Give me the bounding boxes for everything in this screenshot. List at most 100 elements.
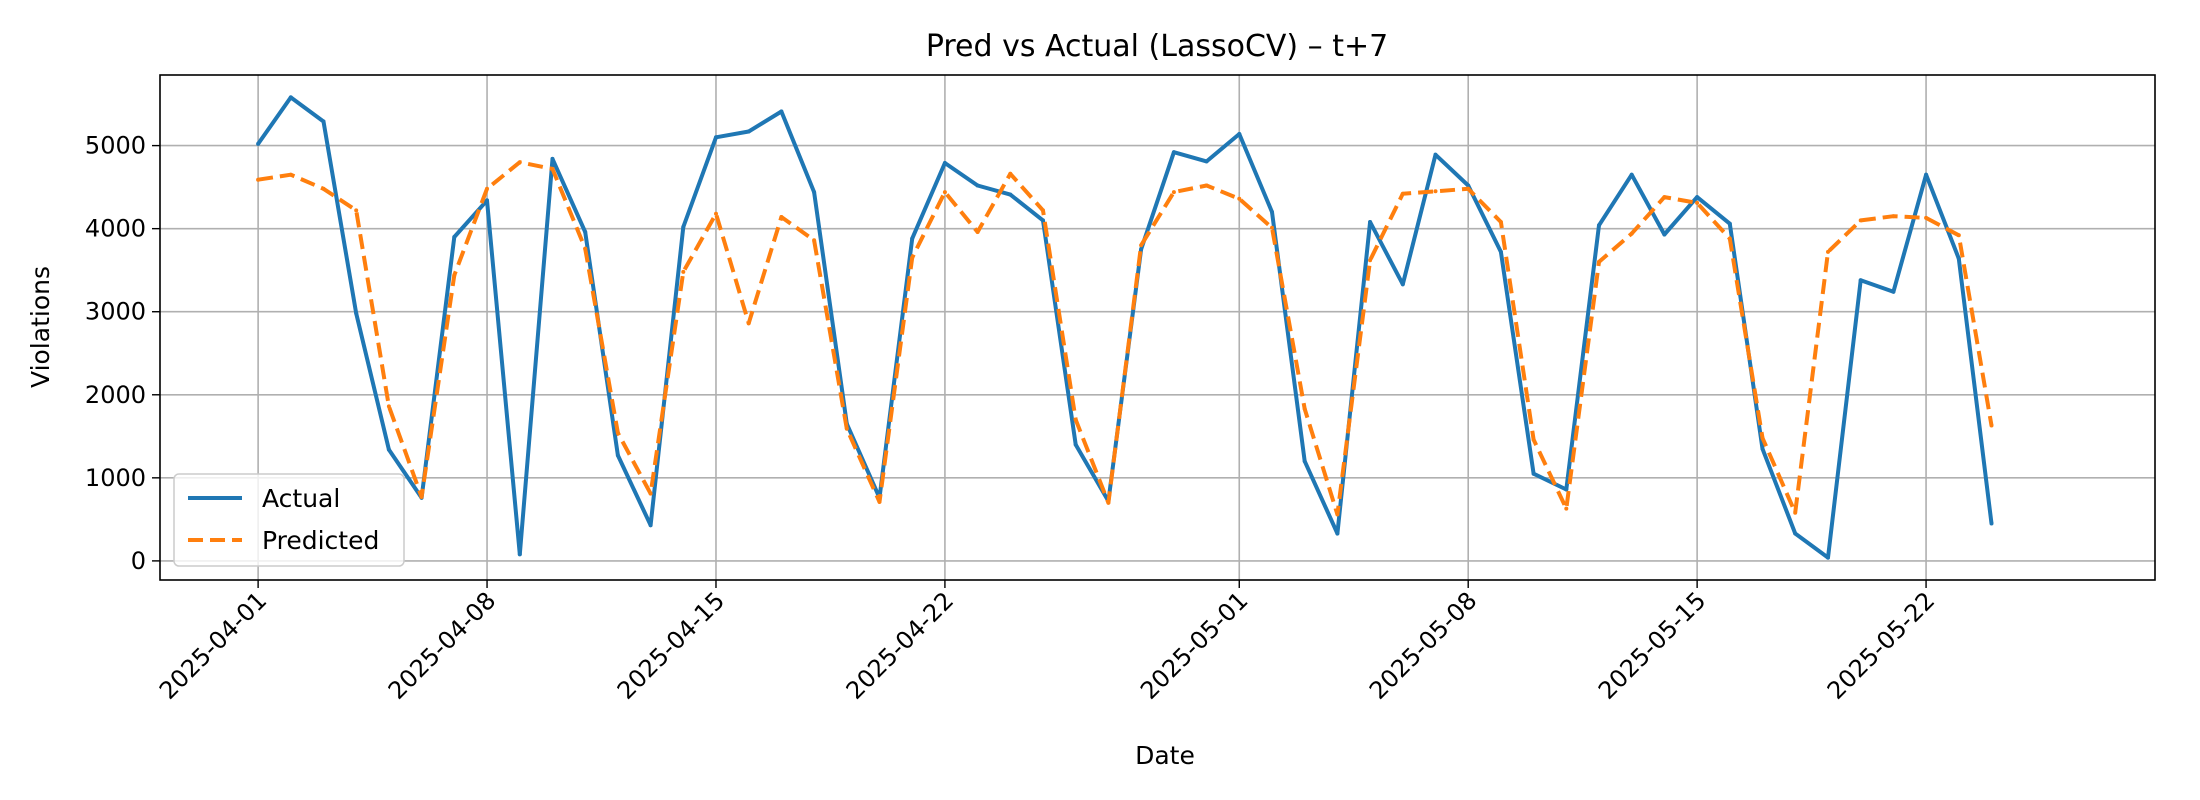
data-point-predicted: [1858, 218, 1863, 223]
data-point-predicted: [386, 404, 391, 409]
data-point-predicted: [844, 426, 849, 431]
data-point-predicted: [517, 160, 522, 165]
data-point-predicted: [1106, 500, 1111, 505]
data-point-predicted: [256, 177, 261, 182]
data-point-actual: [1597, 223, 1601, 228]
data-point-actual: [746, 129, 751, 134]
data-point-predicted: [1760, 436, 1765, 440]
data-point-actual: [256, 141, 261, 146]
data-point-actual: [681, 225, 686, 229]
data-point-predicted: [779, 215, 784, 219]
y-axis-label: Violations: [26, 266, 55, 388]
data-point-actual: [615, 453, 620, 458]
data-point-actual: [1858, 278, 1863, 283]
data-point-predicted: [1924, 215, 1929, 220]
data-point-actual: [517, 552, 522, 557]
series-line-predicted: [257, 160, 1994, 517]
data-point-actual: [1989, 521, 1994, 526]
data-point-predicted: [1400, 191, 1405, 196]
data-point-predicted: [354, 208, 359, 213]
data-point-actual: [1237, 132, 1242, 136]
data-point-predicted: [485, 186, 489, 191]
data-point-actual: [812, 190, 817, 195]
data-point-predicted: [1564, 506, 1569, 511]
data-point-predicted: [419, 494, 424, 499]
data-point-predicted: [1793, 510, 1798, 515]
legend: Actual Predicted: [173, 473, 405, 567]
data-point-actual: [1335, 531, 1340, 536]
data-point-predicted: [1433, 189, 1438, 194]
data-point-predicted: [975, 230, 980, 234]
data-point-predicted: [1531, 437, 1536, 442]
data-point-actual: [1498, 249, 1503, 254]
data-point-actual: [321, 119, 326, 124]
data-point-actual: [1793, 531, 1798, 536]
data-point-predicted: [1171, 190, 1176, 195]
data-point-actual: [1270, 210, 1274, 214]
data-point-predicted: [877, 499, 882, 504]
data-point-predicted: [1270, 225, 1274, 230]
data-point-predicted: [1466, 186, 1471, 191]
data-point-predicted: [812, 238, 817, 243]
data-point-predicted: [321, 186, 326, 191]
data-point-predicted: [1989, 423, 1994, 428]
y-tick-label: 4000: [85, 215, 146, 243]
data-point-actual: [1400, 282, 1405, 287]
data-point-actual: [1433, 152, 1438, 157]
data-point-predicted: [746, 321, 751, 326]
data-point-actual: [288, 95, 293, 100]
data-point-actual: [1368, 220, 1373, 224]
data-point-predicted: [288, 172, 293, 177]
data-point-predicted: [1335, 512, 1340, 517]
data-point-predicted: [1727, 236, 1732, 241]
data-point-actual: [1073, 442, 1078, 447]
data-point-actual: [1564, 487, 1569, 492]
data-point-actual: [1727, 221, 1732, 226]
data-point-actual: [1924, 172, 1929, 177]
y-tick-label: 5000: [85, 132, 146, 160]
data-point-predicted: [452, 273, 457, 278]
data-point-actual: [354, 311, 359, 316]
data-point-actual: [1956, 256, 1961, 261]
data-point-predicted: [550, 166, 555, 171]
y-tick-label: 1000: [85, 464, 146, 492]
data-point-actual: [1891, 289, 1896, 294]
data-point-predicted: [1956, 233, 1961, 238]
data-point-actual: [1139, 247, 1144, 252]
data-point-actual: [910, 236, 915, 241]
chart-title: Pred vs Actual (LassoCV) – t+7: [926, 29, 1388, 64]
data-point-actual: [1466, 183, 1471, 188]
data-point-predicted: [1826, 249, 1830, 254]
y-tick-label: 0: [131, 547, 146, 575]
data-point-predicted: [583, 246, 588, 251]
data-point-predicted: [1204, 183, 1209, 188]
data-point-actual: [1826, 555, 1830, 560]
data-point-actual: [942, 161, 947, 165]
data-point-actual: [485, 198, 489, 203]
data-point-predicted: [1695, 200, 1700, 205]
data-point-predicted: [942, 190, 947, 195]
data-point-actual: [1760, 446, 1765, 451]
data-point-actual: [1008, 192, 1013, 197]
data-point-predicted: [1498, 220, 1503, 224]
data-point-predicted: [1073, 417, 1078, 422]
data-point-predicted: [1662, 195, 1667, 200]
data-point-actual: [1662, 232, 1667, 237]
data-point-actual: [1302, 459, 1307, 464]
data-point-actual: [452, 235, 457, 239]
data-point-actual: [1171, 150, 1176, 155]
data-point-actual: [648, 523, 653, 528]
data-point-predicted: [1008, 171, 1013, 176]
y-tick-label: 2000: [85, 381, 146, 409]
data-point-predicted: [910, 255, 915, 260]
data-point-predicted: [714, 211, 718, 216]
data-point-actual: [779, 109, 784, 114]
data-point-predicted: [1891, 214, 1896, 219]
data-point-predicted: [648, 491, 653, 496]
plot-frame: [159, 74, 2156, 581]
legend-label-actual: Actual: [262, 484, 340, 513]
data-point-predicted: [1302, 406, 1307, 411]
data-point-predicted: [1629, 231, 1634, 236]
